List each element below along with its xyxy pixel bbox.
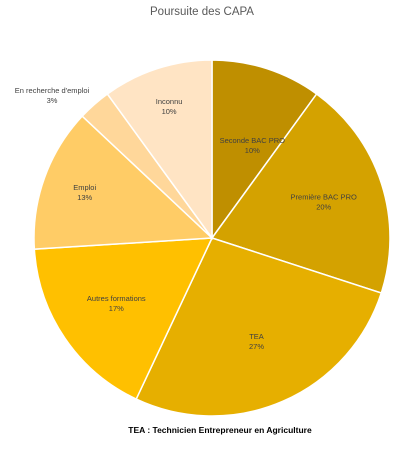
slice-category-label: Première BAC PRO (291, 193, 357, 202)
slice-category-label: En recherche d'emploi (15, 86, 90, 95)
slice-category-label: TEA (249, 332, 264, 341)
pie-slice (33, 115, 214, 250)
slice-percent-label: 17% (109, 304, 124, 313)
pie-slice (135, 237, 383, 417)
slice-percent-label: 10% (162, 107, 177, 116)
slice-percent-label: 3% (47, 96, 58, 105)
pie-slice (211, 59, 318, 241)
chart-title: Poursuite des CAPA (150, 6, 254, 18)
slice-percent-label: 10% (245, 146, 260, 155)
pie-slices (33, 59, 391, 417)
slice-percent-label: 20% (316, 203, 331, 212)
pie-slice (106, 59, 213, 241)
pie-slice (210, 92, 391, 294)
pie-slice (33, 237, 214, 401)
slice-percent-label: 27% (249, 342, 264, 351)
slice-category-label: Emploi (73, 183, 96, 192)
slice-category-label: Inconnu (156, 97, 183, 106)
slice-category-label: Seconde BAC PRO (220, 136, 286, 145)
slice-percent-label: 13% (77, 193, 92, 202)
slice-category-label: Autres formations (87, 294, 146, 303)
chart-footnote: TEA : Technicien Entrepreneur en Agricul… (128, 425, 312, 435)
